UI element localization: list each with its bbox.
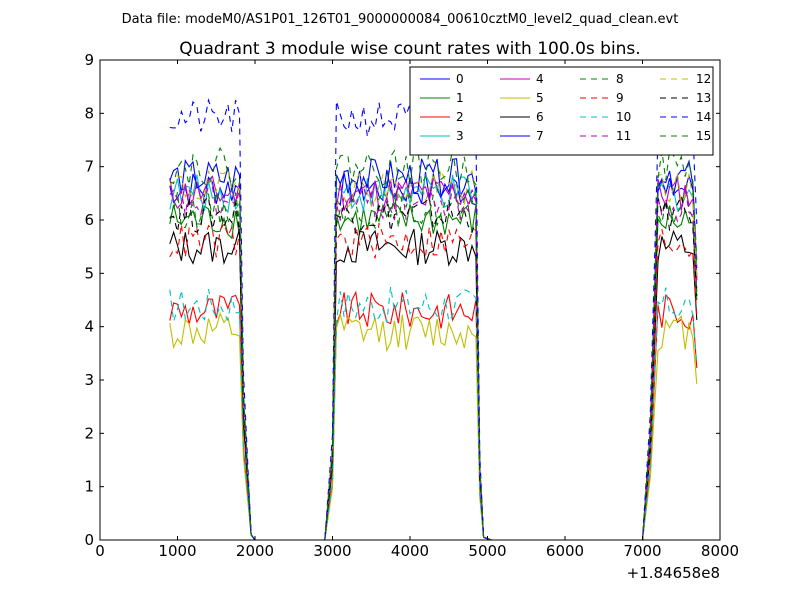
legend-label-14: 14 [696, 110, 711, 124]
y-tick-label: 9 [84, 51, 94, 69]
legend-label-11: 11 [616, 129, 631, 143]
figure-suptitle: Data file: modeM0/AS1P01_126T01_90000000… [122, 12, 679, 27]
legend-label-3: 3 [456, 129, 464, 143]
y-tick-label: 3 [84, 371, 94, 389]
chart-title: Quadrant 3 module wise count rates with … [179, 39, 640, 59]
y-tick-label: 8 [84, 104, 94, 122]
legend-label-9: 9 [616, 91, 624, 105]
legend-box [409, 66, 714, 156]
x-tick-label: 0 [95, 542, 105, 560]
y-tick-label: 2 [84, 424, 94, 442]
x-tick-label: 1000 [158, 542, 196, 560]
x-tick-label: 5000 [468, 542, 506, 560]
y-tick-label: 1 [84, 478, 94, 496]
y-tick-label: 7 [84, 158, 94, 176]
x-tick-label: 6000 [546, 542, 584, 560]
legend-label-5: 5 [536, 91, 544, 105]
series-line-14 [169, 97, 698, 541]
legend-label-6: 6 [536, 110, 544, 124]
y-tick-label: 5 [84, 264, 94, 282]
ticks-layer: 0 1000 2000 3000 4000 5000 6000 7000 80000123456… [84, 51, 739, 560]
y-tick-label: 4 [84, 318, 94, 336]
x-tick-label: 3000 [313, 542, 351, 560]
series-line-12 [169, 168, 698, 541]
x-tick-label: 8000 [701, 542, 739, 560]
legend-label-1: 1 [456, 91, 464, 105]
x-tick-label: 4000 [391, 542, 429, 560]
x-tick-label: 7000 [623, 542, 661, 560]
y-tick-label: 0 [84, 531, 94, 549]
legend-label-10: 10 [616, 110, 631, 124]
x-tick-label: 2000 [236, 542, 274, 560]
legend-label-2: 2 [456, 110, 464, 124]
legend-label-13: 13 [696, 91, 711, 105]
series-layer [169, 97, 698, 541]
legend-label-7: 7 [536, 129, 544, 143]
legend-label-4: 4 [536, 72, 544, 86]
legend-label-15: 15 [696, 129, 711, 143]
legend-label-8: 8 [616, 72, 624, 86]
series-line-9 [169, 222, 698, 541]
y-tick-label: 6 [84, 211, 94, 229]
legend-label-0: 0 [456, 72, 464, 86]
x-offset-label: +1.84658e8 [627, 564, 720, 582]
legend-label-12: 12 [696, 72, 711, 86]
